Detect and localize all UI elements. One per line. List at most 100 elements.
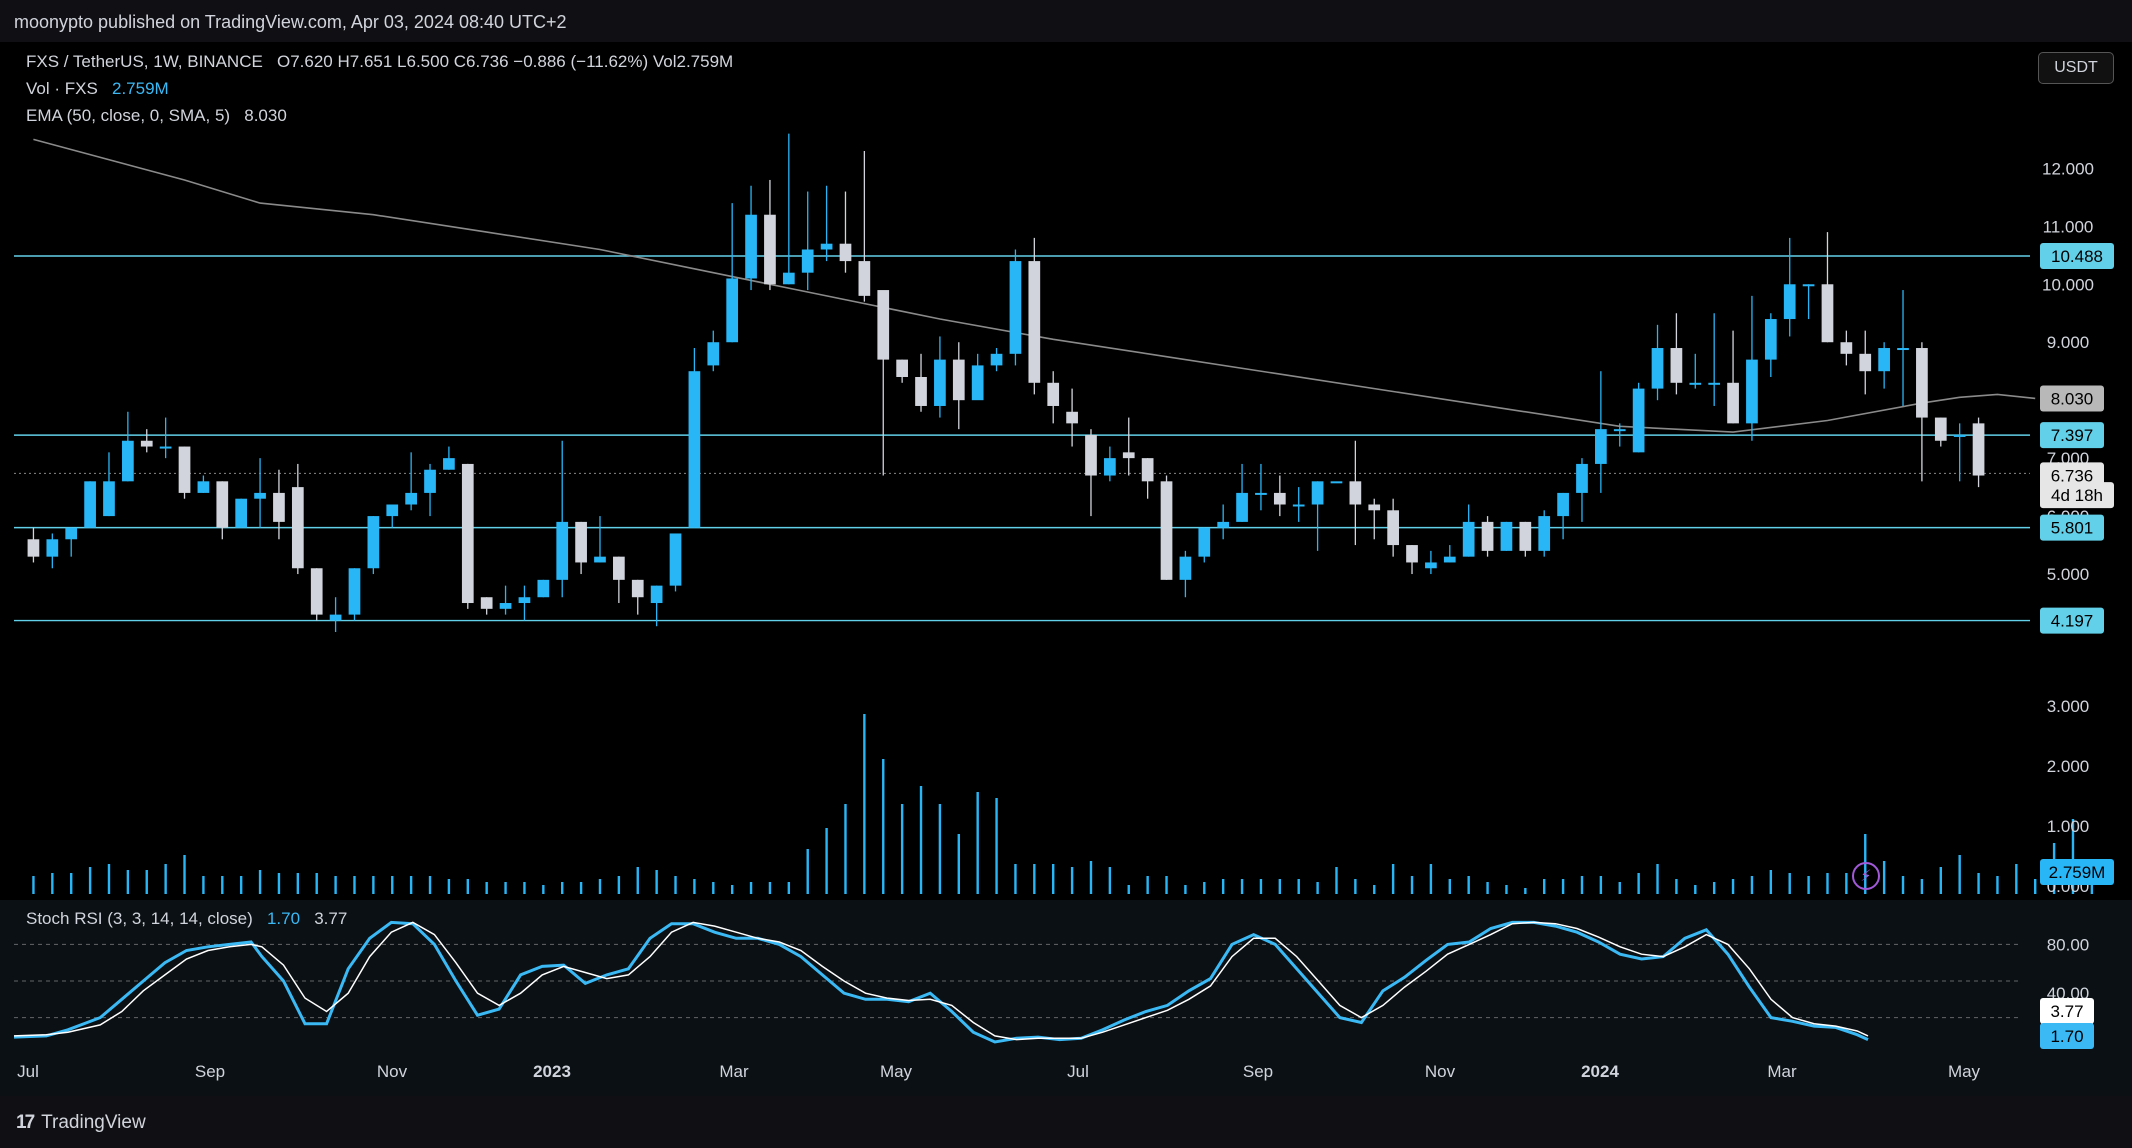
candle-body	[1047, 382, 1060, 406]
candle-body	[575, 521, 587, 563]
price-badge-bg	[2040, 385, 2104, 412]
candle-body	[1878, 348, 1890, 372]
price-tick-label: 11.000	[2043, 217, 2094, 236]
candle-body	[1236, 492, 1248, 522]
candle-body	[594, 556, 606, 563]
candle-body	[1613, 429, 1626, 432]
candles	[27, 133, 1985, 632]
tradingview-brand[interactable]: 17 TradingView	[16, 1112, 146, 1134]
candle-body	[405, 492, 417, 505]
time-tick-label: Jul	[17, 1062, 39, 1081]
candle-body	[367, 516, 380, 569]
candle-body	[858, 261, 871, 296]
ema-line	[33, 138, 2036, 433]
candle-body	[46, 539, 59, 557]
volume-tick-label: 3.000	[2047, 697, 2090, 716]
candle-body	[140, 440, 153, 447]
legend-ema-row: EMA (50, close, 0, SMA, 5) 8.030	[26, 106, 287, 126]
candle-body	[254, 492, 266, 499]
candle-body	[1028, 261, 1041, 383]
price-tick-label: 9.000	[2047, 333, 2090, 352]
candle-body	[310, 568, 323, 615]
price-tick-label: 5.000	[2047, 565, 2090, 584]
candle-body	[1311, 481, 1324, 505]
candle-body	[1595, 429, 1607, 464]
time-tick-label: 2023	[533, 1062, 571, 1081]
candle-body	[1217, 521, 1230, 528]
stoch-badge: 3.77	[2050, 1002, 2083, 1021]
candle-body	[1708, 382, 1721, 385]
candle-body	[1651, 348, 1664, 389]
candle-body	[934, 359, 946, 406]
candle-body	[461, 463, 474, 604]
candle-body	[178, 446, 191, 493]
time-tick-label: Nov	[377, 1062, 408, 1081]
candle-body	[1500, 521, 1513, 551]
candle-body	[1934, 417, 1947, 441]
candle-body	[329, 614, 342, 621]
legend-symbol: FXS / TetherUS, 1W, BINANCE	[26, 52, 263, 71]
volume-tick-label: 2.000	[2047, 757, 2090, 776]
candle-body	[443, 458, 455, 470]
stoch-badge: 1.70	[2050, 1027, 2083, 1046]
candle-body	[1783, 284, 1796, 320]
time-tick-label: May	[880, 1062, 913, 1081]
legend-vol-label: Vol · FXS	[26, 79, 98, 98]
price-badge-bg	[2040, 422, 2104, 449]
candle-body	[896, 359, 908, 377]
legend-ohlc: O7.620 H7.651 L6.500 C6.736 −0.886 (−11.…	[277, 52, 734, 71]
price-badge: 5.801	[2051, 519, 2094, 538]
candle-body	[1670, 348, 1683, 383]
candle-body	[1141, 458, 1154, 482]
volume-badge: 2.759M	[2049, 863, 2106, 882]
candle-body	[952, 359, 965, 401]
candle-body	[1689, 382, 1702, 385]
candle-body	[1746, 359, 1758, 424]
header-bar: moonypto published on TradingView.com, A…	[0, 0, 2132, 42]
candle-body	[103, 481, 115, 517]
candle-body	[990, 353, 1003, 366]
stoch-d-line	[13, 921, 1869, 1041]
candle-body	[1859, 353, 1872, 372]
candle-body	[556, 521, 569, 580]
price-badge-bg	[2040, 242, 2114, 269]
horizontal-levels	[14, 255, 2030, 622]
candle-body	[839, 243, 852, 262]
candle-body	[1406, 545, 1418, 563]
lightning-icon[interactable]: ⚡	[1852, 862, 1880, 890]
legend-ema-value: 8.030	[244, 106, 287, 125]
legend-symbol-row: FXS / TetherUS, 1W, BINANCE O7.620 H7.65…	[26, 52, 733, 72]
ema-polyline	[33, 138, 2036, 433]
time-tick-label: May	[1948, 1062, 1981, 1081]
chart-area[interactable]: 5.0006.0007.0009.00010.00011.00012.0000.…	[0, 42, 2132, 1138]
price-tick-label: 10.000	[2042, 275, 2094, 294]
volume-tick-label: 1.000	[2047, 817, 2090, 836]
candle-body	[1632, 388, 1645, 453]
volume-badge-bg	[2040, 859, 2114, 885]
candle-body	[65, 527, 78, 540]
time-tick-label: Jul	[1067, 1062, 1089, 1081]
candle-body	[1387, 510, 1399, 546]
time-tick-label: Sep	[195, 1062, 225, 1081]
stoch-pane-background	[0, 900, 2132, 1118]
candle-body	[197, 481, 210, 493]
candle-body	[1462, 521, 1475, 557]
candle-body	[1538, 516, 1551, 551]
candle-body	[1972, 423, 1985, 476]
price-badge: 6.736	[2051, 466, 2094, 485]
legend-stoch-row: Stoch RSI (3, 3, 14, 14, close) 1.70 3.7…	[26, 909, 347, 929]
legend-ema-label: EMA (50, close, 0, SMA, 5)	[26, 106, 231, 125]
volume-bars	[32, 714, 2094, 894]
candle-body	[707, 342, 720, 366]
candle-body	[877, 290, 890, 360]
currency-button[interactable]: USDT	[2038, 52, 2114, 84]
candle-body	[1821, 284, 1834, 343]
candle-body	[1576, 463, 1588, 493]
candle-body	[159, 446, 172, 449]
publisher-text: moonypto published on TradingView.com, A…	[14, 12, 567, 32]
candle-body	[499, 603, 512, 609]
candle-body	[386, 504, 399, 517]
candle-body	[1104, 458, 1116, 476]
candle-body	[1443, 556, 1456, 563]
candle-body	[84, 481, 96, 528]
